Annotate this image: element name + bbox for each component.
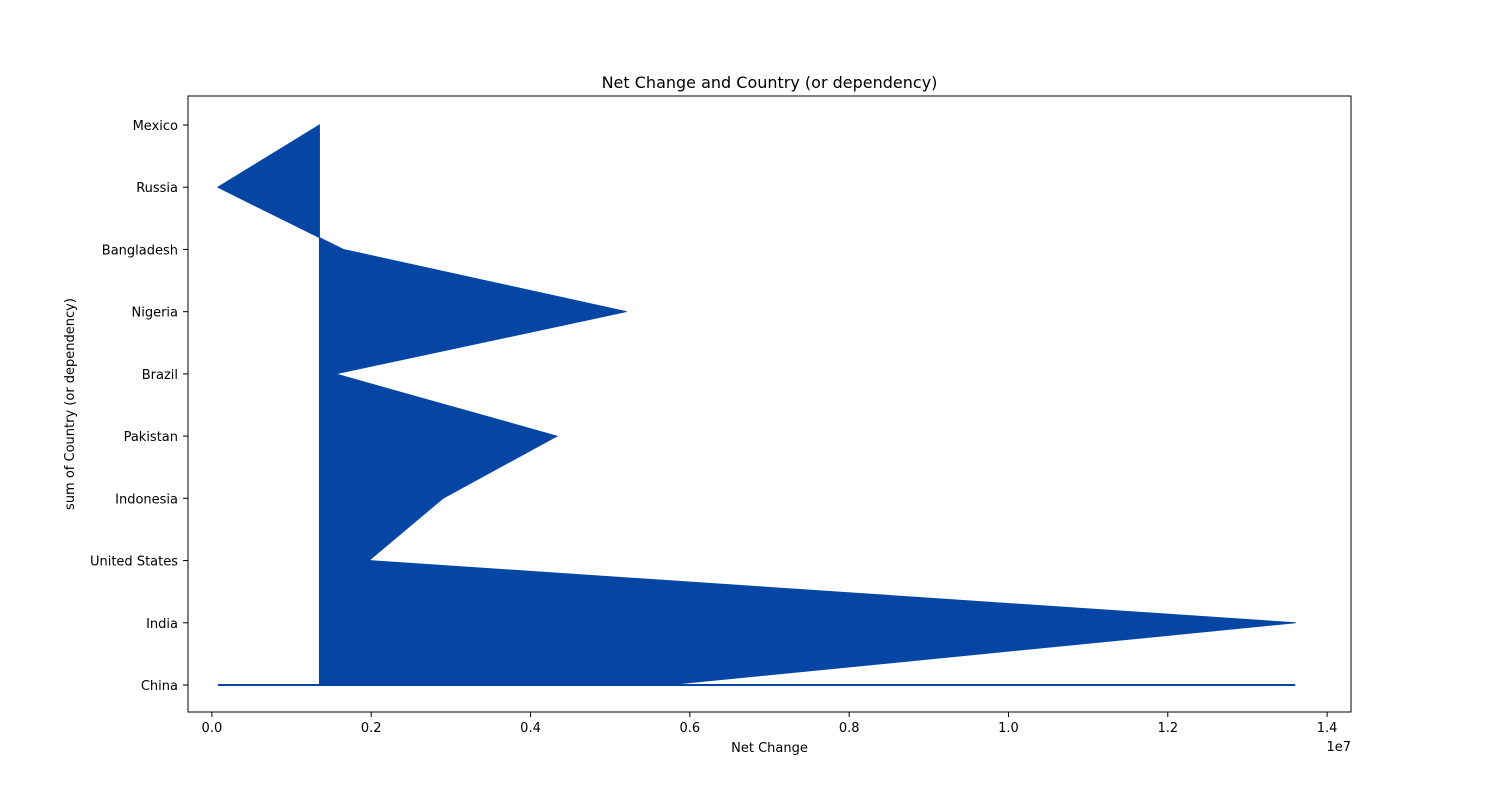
y-tick-label: Russia <box>136 181 178 196</box>
data-point-pakistan <box>556 435 558 437</box>
data-point-brazil <box>334 373 336 375</box>
x-axis: 0.0 0.2 0.4 0.6 0.8 1.0 1.2 1.4 <box>202 712 1338 736</box>
chart-title: Net Change and Country (or dependency) <box>602 73 938 92</box>
data-point-indonesia <box>442 497 444 499</box>
y-tick-label: China <box>141 679 178 694</box>
data-point-nigeria <box>625 311 627 313</box>
x-tick-label: 1.2 <box>1157 721 1178 736</box>
data-point-india <box>1294 622 1296 624</box>
y-tick-label: India <box>146 617 178 632</box>
series-area <box>216 124 1296 686</box>
y-tick-label: United States <box>90 555 178 570</box>
x-tick-label: 0.8 <box>839 721 860 736</box>
data-point-mexico <box>318 124 320 126</box>
data-point-united-states <box>368 560 370 562</box>
y-tick-label: Nigeria <box>131 306 178 321</box>
y-tick-label: Pakistan <box>124 430 178 445</box>
y-axis: China India United States Indonesia Pakistan… <box>90 119 188 694</box>
y-tick-label: Brazil <box>142 368 178 383</box>
x-axis-offset-label: 1e7 <box>1326 740 1351 755</box>
plot-area <box>216 124 1296 686</box>
y-tick-label: Mexico <box>133 119 178 134</box>
x-tick-label: 0.2 <box>361 721 382 736</box>
x-axis-title: Net Change <box>731 741 808 756</box>
x-tick-label: 0.0 <box>202 721 223 736</box>
x-tick-label: 0.6 <box>679 721 700 736</box>
x-tick-label: 0.4 <box>520 721 541 736</box>
data-point-china <box>665 684 667 686</box>
plot-frame <box>187 95 1352 713</box>
data-point-bangladesh <box>342 248 344 250</box>
y-tick-label: Indonesia <box>115 492 178 507</box>
x-tick-label: 1.4 <box>1317 721 1338 736</box>
data-point-russia <box>217 186 219 188</box>
y-tick-label: Bangladesh <box>102 243 178 258</box>
x-tick-label: 1.0 <box>998 721 1019 736</box>
y-axis-title: sum of Country (or dependency) <box>63 298 78 510</box>
